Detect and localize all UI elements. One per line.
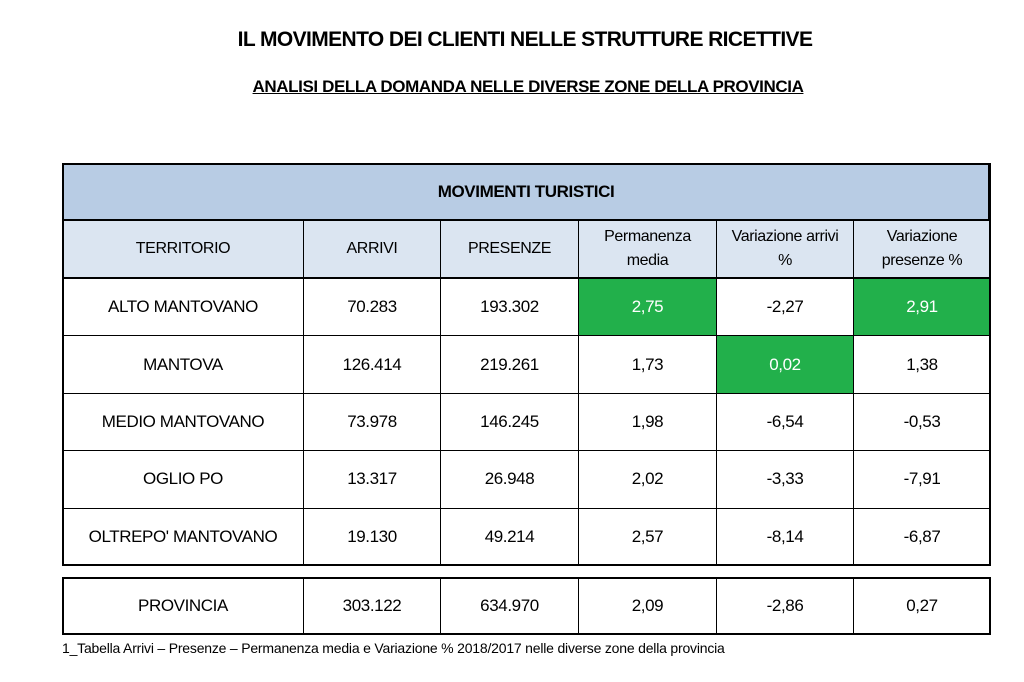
table-title: MOVIMENTI TURISTICI [62,163,990,221]
table-cell: 2,57 [578,507,717,566]
table-cell: -6,54 [716,392,854,452]
total-cell: 303.122 [303,577,441,635]
table-cell: 1,98 [578,392,717,452]
table-cell: 219.261 [440,335,579,394]
column-header: Variazione arrivi % [716,220,854,278]
table-cell: -2,27 [716,278,854,337]
table-cell: 0,02 [716,335,854,394]
table-cell: 1,73 [578,335,717,394]
table-cell: 193.302 [440,278,579,337]
row-label: OLTREPO' MANTOVANO [62,507,304,566]
total-cell: 0,27 [853,577,991,635]
table-cell: -6,87 [853,507,991,566]
column-header: Variazione presenze % [853,220,991,278]
row-label: MANTOVA [62,335,304,394]
table-cell: 13.317 [303,450,441,509]
title: IL MOVIMENTO DEI CLIENTI NELLE STRUTTURE… [237,28,813,51]
row-label: ALTO MANTOVANO [62,278,304,337]
table-cell: 26.948 [440,450,579,509]
table-cell: 2,75 [578,278,717,337]
table-cell: -0,53 [853,392,991,452]
table-cell: 73.978 [303,392,441,452]
subtitle: ANALISI DELLA DOMANDA NELLE DIVERSE ZONE… [252,77,804,96]
table-cell: 2,91 [853,278,991,337]
total-cell: 2,09 [578,577,717,635]
table-cell: 19.130 [303,507,441,566]
table-cell: -8,14 [716,507,854,566]
table-cell: -3,33 [716,450,854,509]
column-header: PRESENZE [440,220,579,278]
table-cell: 70.283 [303,278,441,337]
column-header: ARRIVI [303,220,441,278]
total-cell: -2,86 [716,577,854,635]
table-cell: 1,38 [853,335,991,394]
table-cell: -7,91 [853,450,991,509]
table-cell: 2,02 [578,450,717,509]
caption: 1_Tabella Arrivi – Presenze – Permanenza… [62,640,725,656]
total-label: PROVINCIA [62,577,304,635]
total-cell: 634.970 [440,577,579,635]
column-header: TERRITORIO [62,220,304,278]
table-cell: 126.414 [303,335,441,394]
row-label: OGLIO PO [62,450,304,509]
column-header: Permanenza media [578,220,717,278]
row-label: MEDIO MANTOVANO [62,392,304,452]
table-cell: 146.245 [440,392,579,452]
table-cell: 49.214 [440,507,579,566]
